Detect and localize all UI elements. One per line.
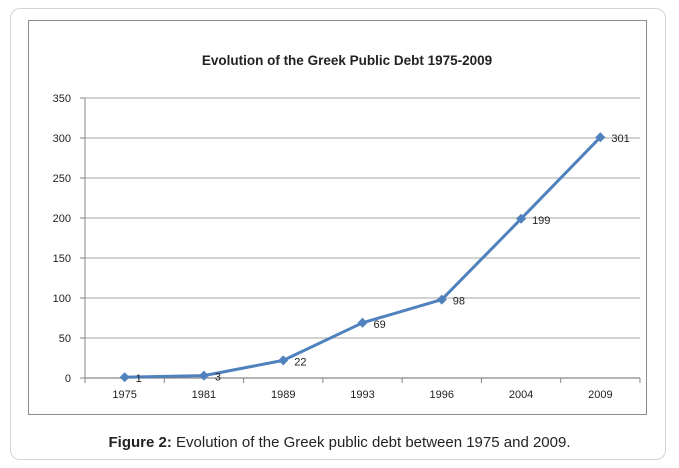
gridlines (80, 97, 641, 383)
data-label-1981: 3 (215, 372, 221, 384)
x-tick-label-1981: 1981 (192, 389, 216, 401)
y-tick-label-50: 50 (59, 333, 71, 345)
data-label-1996: 98 (453, 296, 465, 308)
y-tick-label-250: 250 (53, 173, 71, 185)
x-tick-label-1989: 1989 (271, 389, 295, 401)
data-point-1993 (357, 317, 368, 328)
caption-label: Figure 2: (108, 434, 172, 451)
x-tick-label-1996: 1996 (430, 389, 454, 401)
x-tick-label-2009: 2009 (588, 389, 612, 401)
x-tick-label-2004: 2004 (509, 389, 533, 401)
x-tick-label-1993: 1993 (350, 389, 374, 401)
figure-caption: Figure 2: Evolution of the Greek public … (0, 434, 679, 451)
y-axis-ticks: 0 50 100 150 200 250 300 350 (53, 93, 71, 385)
data-label-2004: 199 (532, 215, 550, 227)
chart-frame (28, 20, 647, 415)
data-label-2009: 301 (611, 133, 629, 145)
line-chart: Evolution of the Greek Public Debt 1975-… (53, 53, 641, 401)
y-tick-label-200: 200 (53, 213, 71, 225)
data-point-1981 (198, 370, 209, 381)
y-tick-label-350: 350 (53, 93, 71, 105)
series-line (124, 136, 602, 379)
y-tick-label-150: 150 (53, 253, 71, 265)
y-tick-label-300: 300 (53, 133, 71, 145)
data-point-1996 (436, 294, 447, 305)
data-point-2009 (595, 132, 606, 143)
data-label-1989: 22 (294, 356, 306, 368)
chart-title: Evolution of the Greek Public Debt 1975-… (202, 53, 492, 68)
y-tick-label-100: 100 (53, 293, 71, 305)
caption-text: Evolution of the Greek public debt betwe… (176, 434, 571, 451)
data-labels: 1 3 22 69 98 199 301 (136, 133, 630, 385)
y-tick-label-0: 0 (65, 373, 71, 385)
data-point-2004 (516, 213, 527, 224)
series-debt (119, 132, 606, 383)
data-label-1975: 1 (136, 373, 142, 385)
x-axis-ticks: 1975 1981 1989 1993 1996 2004 2009 (112, 389, 612, 401)
data-point-1989 (278, 355, 289, 366)
x-tick-label-1975: 1975 (112, 389, 136, 401)
data-label-1993: 69 (374, 319, 386, 331)
data-point-1975 (119, 372, 130, 383)
